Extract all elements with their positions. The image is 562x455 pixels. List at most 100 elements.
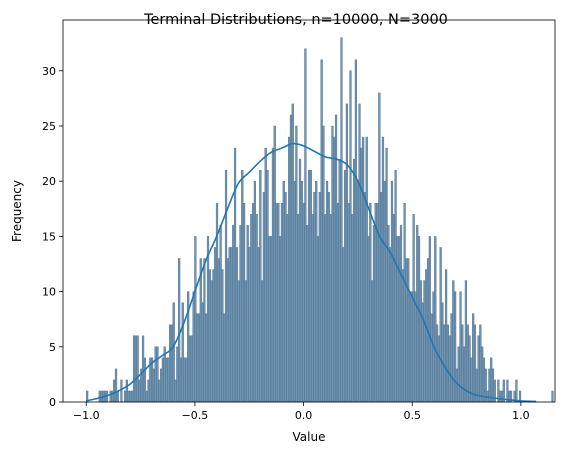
histogram-bar <box>109 390 112 403</box>
histogram-bar <box>183 357 186 403</box>
histogram-bar <box>172 302 175 403</box>
histogram-bar <box>248 247 251 403</box>
histogram-bar <box>322 125 325 403</box>
histogram-bar <box>500 390 504 403</box>
histogram-bar <box>246 225 249 403</box>
histogram-bar <box>266 169 269 403</box>
histogram-bar <box>197 313 201 403</box>
histogram-bar <box>219 225 222 403</box>
y-tick-label: 25 <box>42 120 56 133</box>
x-tick-label: −0.5 <box>182 409 209 422</box>
histogram-bar <box>416 225 419 403</box>
histogram-bar <box>201 302 204 403</box>
histogram-bar <box>316 236 320 403</box>
histogram-bar <box>129 390 132 403</box>
histogram-bar <box>410 291 413 403</box>
histogram-bar <box>405 258 408 403</box>
histogram-bar <box>156 346 159 403</box>
y-tick-label: 10 <box>42 286 56 299</box>
histogram-bar <box>251 203 255 403</box>
histogram-bar <box>300 180 303 403</box>
histogram-bar <box>143 357 146 403</box>
histogram-bar <box>176 346 179 403</box>
histogram-bar <box>298 158 302 403</box>
histogram-bar <box>356 180 359 403</box>
y-tick-label: 15 <box>42 230 56 243</box>
histogram-bar <box>282 180 285 403</box>
histogram-bar <box>178 258 181 403</box>
histogram-bar <box>297 214 300 403</box>
histogram-bar <box>261 280 264 403</box>
histogram-bar <box>419 280 422 403</box>
histogram-bar <box>472 313 475 403</box>
histogram-bar <box>311 214 314 403</box>
histogram-bar <box>277 203 280 403</box>
histogram-bar <box>141 335 145 403</box>
histogram-bar <box>288 136 291 403</box>
histogram-bar <box>369 203 372 403</box>
y-axis-label: Frequency <box>10 180 24 242</box>
histogram-bar <box>430 313 433 403</box>
y-tick-label: 5 <box>49 341 56 354</box>
histogram-bar <box>374 203 377 403</box>
histogram-bar <box>114 368 118 403</box>
y-tick-label: 30 <box>42 65 56 78</box>
histogram-bar <box>461 324 464 403</box>
histogram-bar <box>551 390 554 403</box>
histogram-bar <box>206 236 210 403</box>
histogram-bar <box>313 192 316 403</box>
histogram-bar <box>506 379 509 403</box>
histogram-bar <box>470 357 473 403</box>
histogram-bar <box>412 214 415 403</box>
histogram-bar <box>439 247 442 403</box>
histogram-bar <box>134 335 137 403</box>
histogram-bar <box>208 269 211 403</box>
histogram-bar <box>499 390 502 403</box>
histogram-bar <box>482 357 486 403</box>
histogram-bar <box>250 214 253 403</box>
histogram-bar <box>448 335 451 403</box>
histogram-bar <box>515 379 518 403</box>
histogram-bar <box>464 280 468 403</box>
histogram-bar <box>136 335 139 403</box>
histogram-bar <box>435 324 439 403</box>
histogram-bar <box>481 346 484 403</box>
histogram-bar <box>477 335 480 403</box>
histogram-bar <box>454 291 457 403</box>
histogram-bar <box>113 379 116 403</box>
histogram-bar <box>289 114 293 403</box>
histogram-bar <box>371 280 374 403</box>
histogram-bar <box>347 203 350 403</box>
histogram-bar <box>457 346 460 403</box>
histogram-bar <box>437 335 440 403</box>
histogram-bar <box>280 203 284 403</box>
x-tick-label: 1.0 <box>512 409 530 422</box>
histogram-bar <box>273 125 276 403</box>
histogram-bar <box>434 236 437 403</box>
histogram-bar <box>239 225 242 403</box>
histogram-bar <box>120 379 123 403</box>
histogram-bar <box>192 291 195 403</box>
histogram-bar <box>345 103 348 403</box>
histogram-bar <box>170 324 174 403</box>
histogram-bar <box>349 70 352 403</box>
histogram-bar <box>214 247 217 403</box>
histogram-bar <box>196 313 199 403</box>
histogram-bar <box>152 368 155 403</box>
histogram-bar <box>450 313 453 403</box>
histogram-bar <box>160 368 163 403</box>
histogram-bar <box>268 236 271 403</box>
histogram-bar <box>145 390 148 403</box>
histogram-bar <box>399 225 403 403</box>
histogram-bar <box>279 236 282 403</box>
histogram-bar <box>423 280 426 403</box>
histogram-bar <box>181 302 184 403</box>
histogram-bar <box>123 390 127 403</box>
histogram-bar <box>452 280 455 403</box>
histogram-bar <box>354 59 358 403</box>
histogram-bar <box>398 236 401 403</box>
histogram-bar <box>116 390 119 403</box>
histogram-bar <box>224 169 228 403</box>
histogram-bar <box>161 357 165 403</box>
